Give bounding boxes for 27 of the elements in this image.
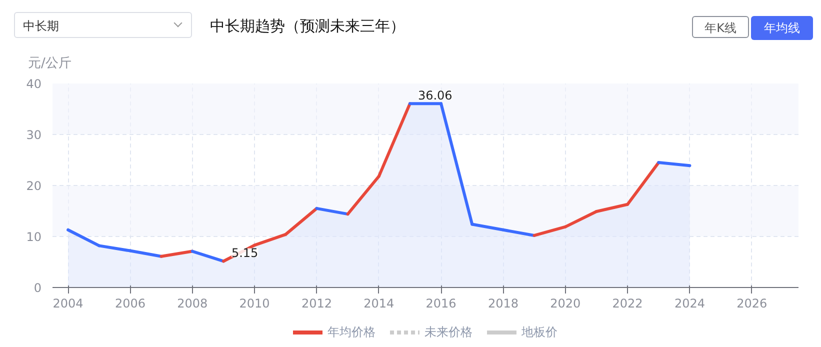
y-tick-label: 40: [26, 77, 42, 91]
x-tick-label: 2008: [177, 296, 208, 310]
x-tick-label: 2024: [674, 296, 705, 310]
x-tick-label: 2014: [364, 296, 394, 310]
y-axis-title: 元/公斤: [28, 55, 72, 73]
x-tick-label: 2006: [114, 296, 146, 310]
data-label: 36.06: [418, 88, 452, 103]
y-tick-label: 10: [26, 230, 42, 244]
legend-label: 地板价: [522, 324, 558, 340]
text: 年K线: [692, 16, 749, 38]
text: 中长期: [14, 12, 192, 38]
y-tick-label: 0: [34, 281, 42, 295]
x-tick-label: 2022: [612, 296, 643, 310]
x-tick-label: 2004: [52, 296, 84, 310]
y-tick-label: 20: [26, 179, 42, 193]
x-tick-label: 2018: [488, 296, 518, 310]
x-tick-label: 2016: [426, 296, 456, 310]
legend-label: 未来价格: [424, 324, 472, 340]
y-tick-label: 30: [26, 128, 42, 142]
data-label: 5.15: [231, 246, 258, 260]
x-tick-label: 2020: [550, 296, 581, 310]
x-tick-label: 2010: [239, 296, 270, 310]
x-tick-label: 2026: [736, 296, 768, 310]
chart-title: 中长期趋势（预测未来三年）: [210, 16, 405, 37]
text: 年均线: [751, 16, 813, 40]
x-tick-label: 2012: [301, 296, 332, 310]
legend-label: 年均价格: [328, 324, 376, 340]
